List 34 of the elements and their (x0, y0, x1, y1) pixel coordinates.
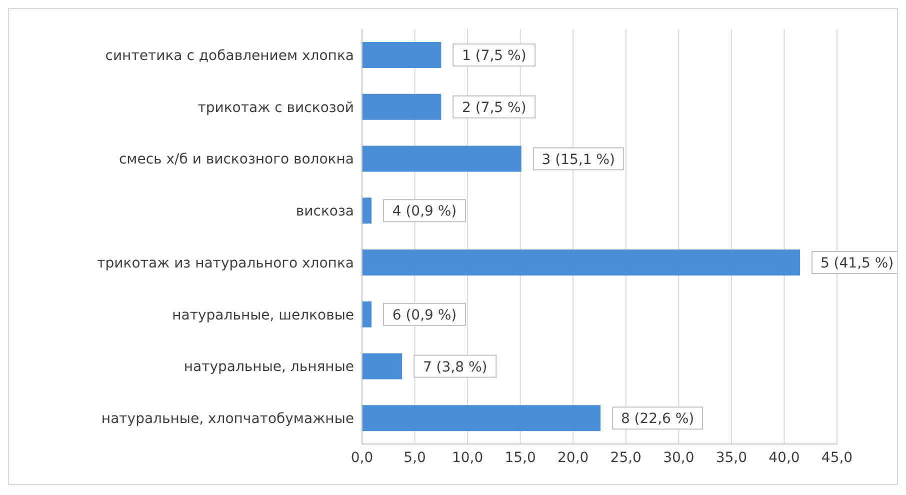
data-label: 4 (0,9 %) (392, 204, 457, 220)
bar (362, 250, 800, 276)
data-label: 6 (0,9 %) (392, 307, 457, 324)
x-tick-label: 20,0 (558, 450, 589, 466)
x-tick-label: 40,0 (768, 450, 800, 466)
y-tick-label: смесь х/б и вискозного волокна (118, 152, 354, 168)
x-tick-label: 45,0 (821, 450, 853, 466)
x-tick-label: 30,0 (663, 450, 694, 466)
bar (362, 42, 442, 68)
bar (362, 405, 601, 432)
bar (362, 353, 402, 380)
y-tick-label: синтетика с добавлением хлопка (105, 48, 354, 64)
y-tick-label: натуральные, хлопчатобумажные (101, 411, 354, 428)
x-tick-label: 25,0 (610, 450, 642, 466)
bar (362, 301, 372, 328)
y-tick-label: трикотаж с вискозой (198, 100, 354, 116)
x-tick-label: 10,0 (452, 450, 484, 466)
data-label: 7 (3,8 %) (422, 359, 488, 376)
bar (362, 198, 372, 224)
bar (362, 146, 522, 172)
x-tick-label: 15,0 (504, 450, 536, 466)
data-label: 5 (41,5 %) (820, 256, 894, 272)
bar (362, 94, 442, 120)
data-label: 8 (22,6 %) (620, 411, 694, 428)
x-tick-label: 35,0 (716, 450, 748, 466)
x-tick-label: 0,0 (350, 450, 374, 466)
y-tick-label: натуральные, шелковые (172, 307, 354, 324)
y-tick-label: трикотаж из натурального хлопка (97, 255, 354, 272)
x-tick-label: 5,0 (404, 450, 426, 466)
y-tick-label: натуральные, льняные (184, 359, 354, 376)
data-label: 1 (7,5 %) (462, 48, 526, 64)
data-label: 2 (7,5 %) (462, 100, 526, 116)
y-tick-label: вискоза (296, 204, 354, 220)
data-label: 3 (15,1 %) (542, 152, 615, 168)
